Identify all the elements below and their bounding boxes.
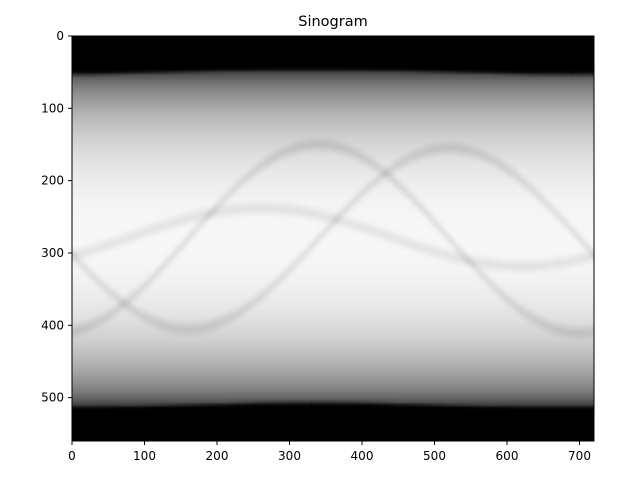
y-axis: 0 100 200 300 400 500 [41, 29, 72, 405]
y-tick-label: 300 [41, 246, 64, 260]
y-tick-label: 400 [41, 318, 64, 332]
y-tick-label: 500 [41, 391, 64, 405]
chart-title: Sinogram [298, 14, 367, 30]
x-tick-label: 0 [68, 449, 76, 463]
heatmap-image [72, 36, 594, 441]
x-tick-label: 600 [496, 449, 519, 463]
x-tick-label: 500 [423, 449, 446, 463]
x-tick-label: 100 [133, 449, 156, 463]
x-tick-label: 400 [351, 449, 374, 463]
x-tick-label: 700 [568, 449, 591, 463]
y-tick-label: 0 [56, 29, 64, 43]
x-tick-label: 200 [206, 449, 229, 463]
x-axis: 0 100 200 300 400 500 600 700 [68, 441, 591, 463]
sinogram-heatmap [72, 36, 594, 441]
x-tick-label: 300 [278, 449, 301, 463]
y-tick-label: 100 [41, 101, 64, 115]
plot-frame [71, 35, 595, 442]
y-tick-label: 200 [41, 174, 64, 188]
